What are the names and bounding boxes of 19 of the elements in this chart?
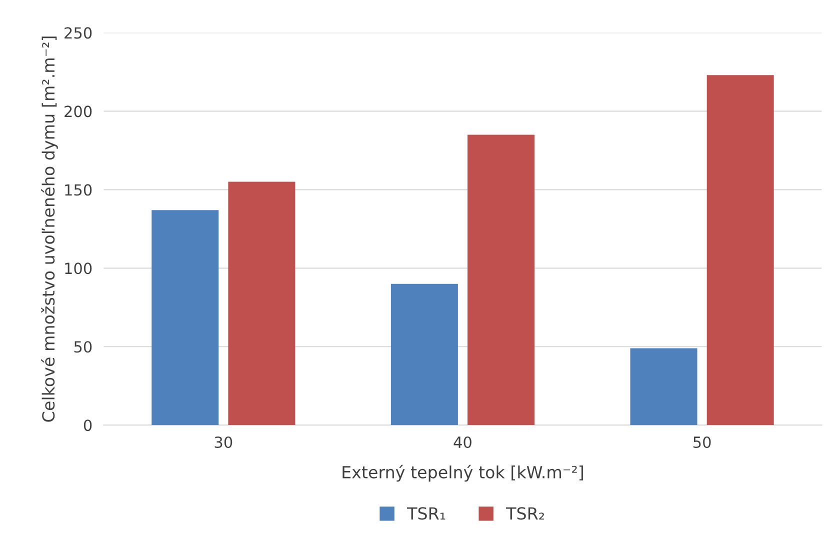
x-axis-title: Externý tepelný tok [kW.m⁻²]	[342, 464, 583, 482]
y-tick-label: 0	[84, 420, 92, 432]
bar	[228, 182, 296, 426]
x-tick-label: 40	[454, 436, 472, 448]
bar	[152, 210, 219, 426]
y-tick-label: 250	[64, 27, 92, 39]
x-tick-label: 30	[214, 436, 232, 448]
bar	[706, 75, 774, 426]
y-axis-title: Celkové množstvo uvoľneného dymu [m².m⁻²]	[41, 36, 58, 422]
legend-label: TSR₁	[406, 507, 446, 520]
y-tick-label: 200	[64, 106, 92, 118]
y-tick-label: 150	[65, 184, 92, 196]
y-tick-label: 100	[65, 262, 92, 274]
legend-label: TSR₂	[506, 507, 544, 520]
bar	[630, 348, 698, 426]
bar	[390, 284, 458, 426]
x-tick-label: 50	[694, 436, 711, 448]
bar	[468, 134, 535, 426]
y-tick-label: 50	[74, 341, 92, 353]
